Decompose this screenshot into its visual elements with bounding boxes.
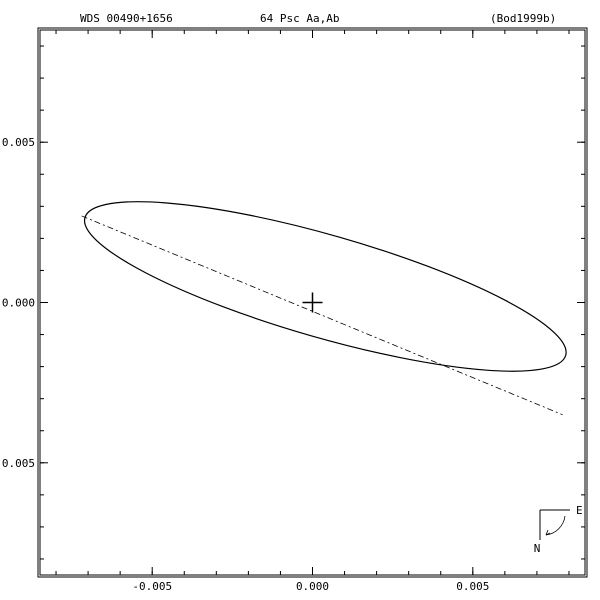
svg-text:E: E bbox=[576, 504, 583, 517]
nodes-line bbox=[82, 216, 563, 415]
svg-text:0.005: 0.005 bbox=[456, 580, 489, 593]
title-right: (Bod1999b) bbox=[490, 12, 556, 25]
svg-text:-0.000: -0.000 bbox=[0, 297, 35, 310]
title-left: WDS 00490+1656 bbox=[80, 12, 173, 25]
title-center: 64 Psc Aa,Ab bbox=[260, 12, 339, 25]
x-axis-ticks: -0.005 0.000 0.005 bbox=[132, 30, 489, 593]
svg-text:0.000: 0.000 bbox=[296, 580, 329, 593]
compass-indicator: EN bbox=[534, 504, 583, 555]
orbit-chart: WDS 00490+1656 64 Psc Aa,Ab (Bod1999b) -… bbox=[0, 0, 600, 600]
svg-text:N: N bbox=[534, 542, 541, 555]
orbit-ellipse bbox=[71, 168, 580, 404]
center-cross bbox=[303, 293, 323, 313]
svg-text:-0.005: -0.005 bbox=[132, 580, 172, 593]
svg-text:-0.005: -0.005 bbox=[0, 457, 35, 470]
svg-text:-0.005: -0.005 bbox=[0, 136, 35, 149]
